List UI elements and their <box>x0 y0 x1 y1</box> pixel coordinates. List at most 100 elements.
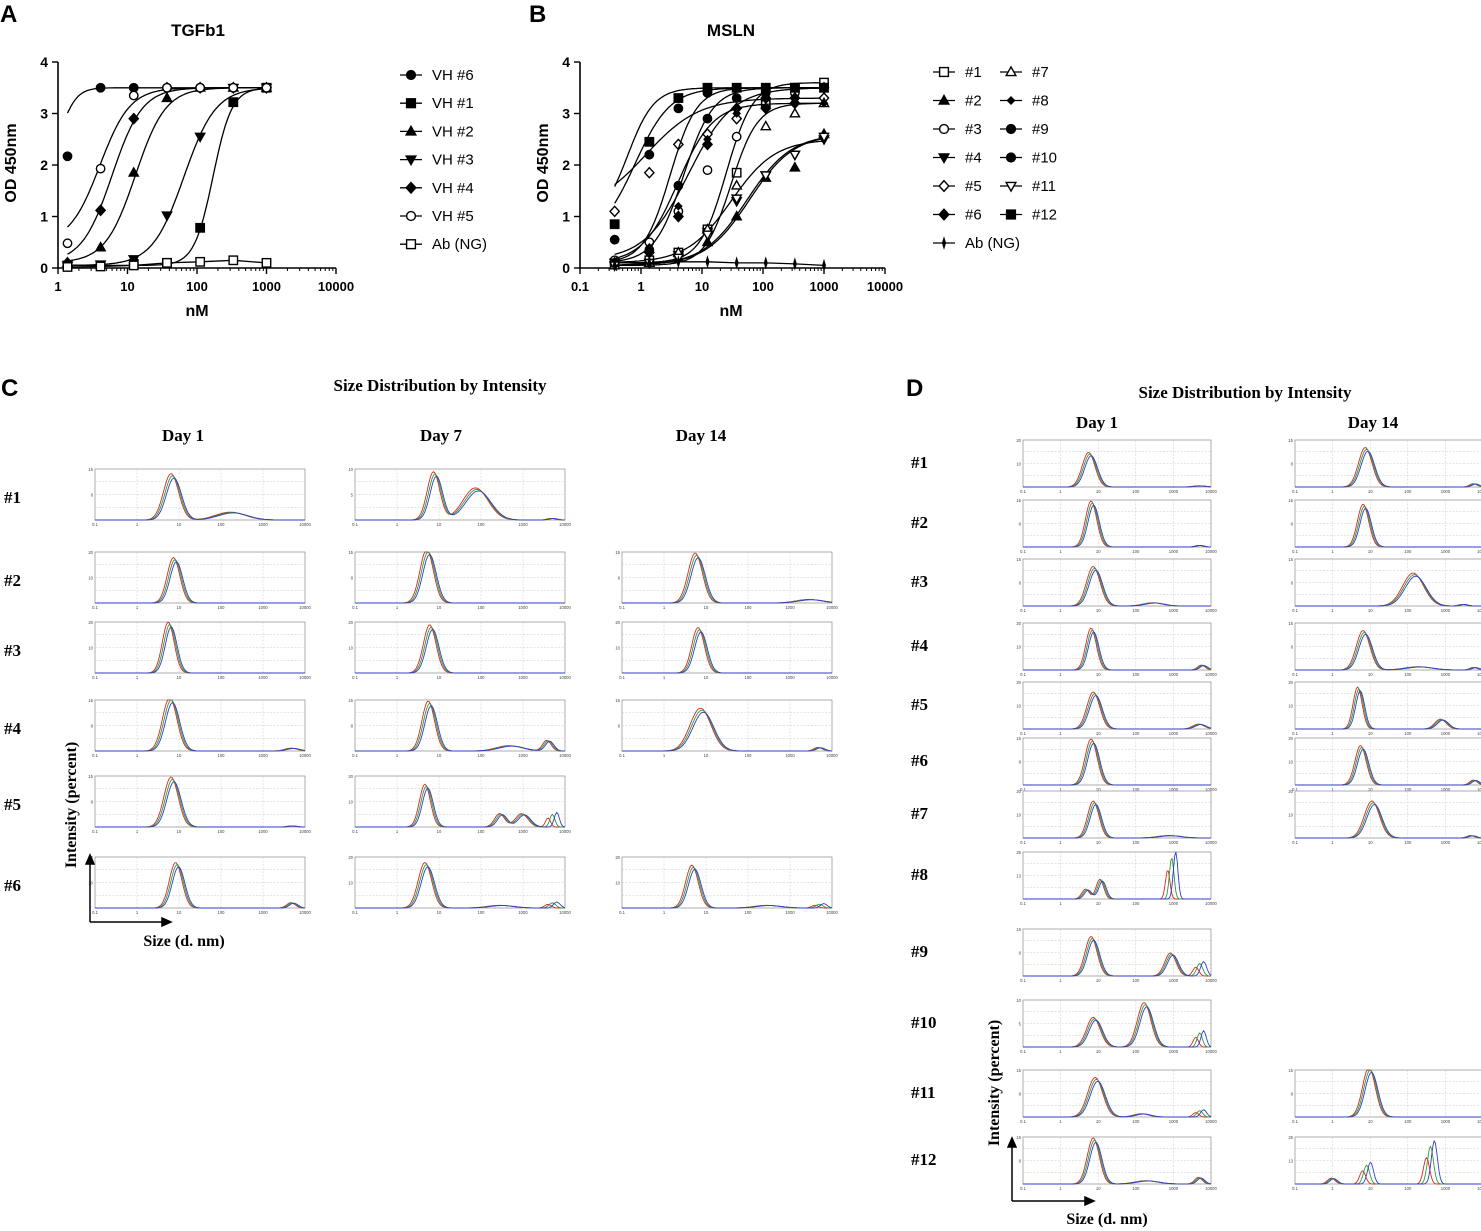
data-point <box>161 91 173 103</box>
intensity-tick-label: 20 <box>88 550 93 555</box>
legend-marker <box>937 153 951 164</box>
series--2 <box>608 127 830 270</box>
size-distribution-plot: 0.1 1 10 100 1000 10000 15 8 <box>348 550 571 610</box>
legend-marker <box>1005 152 1017 163</box>
size-distribution-plot: 0.1 1 10 100 1000 10000 15 8 <box>88 698 311 758</box>
panel-d-letter: D <box>906 375 923 402</box>
intensity-tick-label: 15 <box>88 698 93 703</box>
data-point <box>818 132 830 143</box>
size-tick-label: 1 <box>1059 731 1062 736</box>
legend-entry: Ab (NG) <box>933 235 1020 252</box>
size-tick-label: 0.1 <box>352 522 358 527</box>
intensity-tick-label: 20 <box>1016 621 1021 626</box>
size-tick-label: 10000 <box>1205 1186 1217 1191</box>
intensity-tick-label: 8 <box>1019 1159 1022 1164</box>
size-tick-label: 100 <box>1132 840 1140 845</box>
data-point <box>609 234 620 245</box>
size-tick-label: 1000 <box>1169 1119 1179 1124</box>
data-point <box>701 138 714 151</box>
intensity-tick-label: 10 <box>88 881 93 886</box>
run-trace <box>1023 569 1211 607</box>
size-tick-label: 0.1 <box>619 605 625 610</box>
intensity-tick-label: 20 <box>348 620 353 625</box>
size-tick-label: 1 <box>136 522 139 527</box>
panel-d-axis-arrows <box>1006 1136 1096 1207</box>
y-tick-label: 3 <box>562 106 570 122</box>
legend-entry: VH #5 <box>400 208 474 225</box>
size-distribution-plot: 0.1 1 10 100 1000 10000 15 8 <box>615 698 838 758</box>
size-tick-label: 10000 <box>1205 978 1217 983</box>
size-tick-label: 100 <box>218 605 226 610</box>
size-tick-label: 10 <box>1096 901 1101 906</box>
size-tick-label: 100 <box>745 910 753 915</box>
data-point <box>95 82 106 93</box>
size-tick-label: 0.1 <box>1292 1186 1298 1191</box>
size-tick-label: 100 <box>1132 672 1140 677</box>
size-tick-label: 1 <box>1059 672 1062 677</box>
size-tick-label: 1000 <box>1441 549 1451 554</box>
size-tick-label: 0.1 <box>352 675 358 680</box>
data-point <box>162 82 172 93</box>
y-tick-label: 0 <box>40 260 48 276</box>
row-label: #2 <box>911 513 928 532</box>
size-tick-label: 10000 <box>1205 1119 1217 1124</box>
row-label: #6 <box>4 876 21 895</box>
size-tick-label: 1 <box>396 753 399 758</box>
size-tick-label: 10000 <box>299 675 311 680</box>
run-trace <box>622 711 833 752</box>
run-trace <box>1023 505 1212 548</box>
data-point <box>94 241 107 252</box>
run-trace <box>622 557 833 604</box>
intensity-tick-label: 10 <box>348 646 353 651</box>
legend-entry: VH #4 <box>400 180 474 197</box>
intensity-tick-label: 10 <box>1016 645 1021 650</box>
plot-frame <box>1022 737 1212 786</box>
y-tick-label: 4 <box>40 54 48 70</box>
size-distribution-plot: 0.1 1 10 100 1000 10000 25 13 <box>1288 1135 1481 1191</box>
size-tick-label: 10000 <box>1205 489 1217 494</box>
legend-marker <box>1006 95 1016 106</box>
intensity-tick-label: 15 <box>1016 1135 1021 1140</box>
data-point <box>730 179 743 190</box>
data-point <box>792 257 797 271</box>
size-tick-label: 100 <box>1132 901 1140 906</box>
size-tick-label: 100 <box>1132 489 1140 494</box>
data-point <box>731 82 742 93</box>
legend-marker <box>404 124 418 136</box>
panel-c-title: Size Distribution by Intensity <box>334 376 547 395</box>
legend-label: VH #6 <box>432 67 474 84</box>
legend-marker <box>1005 209 1017 220</box>
size-distribution-plot: 0.1 1 10 100 1000 10000 15 8 <box>348 698 571 758</box>
size-tick-label: 100 <box>1132 1186 1140 1191</box>
size-tick-label: 0.1 <box>352 753 358 758</box>
size-tick-label: 100 <box>1132 1049 1140 1054</box>
legend-entry: VH #6 <box>400 67 474 84</box>
size-tick-label: 0.1 <box>619 753 625 758</box>
size-tick-label: 10 <box>177 675 182 680</box>
data-point <box>261 257 272 268</box>
row-label: #3 <box>4 641 21 660</box>
size-tick-label: 10000 <box>559 522 571 527</box>
size-tick-label: 100 <box>1132 731 1140 736</box>
size-tick-label: 1000 <box>1169 1049 1179 1054</box>
size-distribution-plot: 0.1 1 10 100 1000 10000 15 8 <box>1288 1068 1481 1124</box>
intensity-tick-label: 15 <box>1016 736 1021 741</box>
intensity-tick-label: 10 <box>615 646 620 651</box>
size-tick-label: 1000 <box>1169 978 1179 983</box>
size-tick-label: 100 <box>745 675 753 680</box>
size-tick-label: 1000 <box>258 522 268 527</box>
x-tick-label: 10 <box>120 279 134 294</box>
run-trace <box>95 702 306 752</box>
y-tick-label: 1 <box>562 209 570 225</box>
panel-c-size-distribution: Size Distribution by Intensity Day 1 Day… <box>4 376 838 950</box>
size-distribution-plot: 0.1 1 10 100 1000 10000 10 5 <box>1016 998 1217 1054</box>
row-label: #3 <box>911 572 928 591</box>
legend-label: #7 <box>1032 64 1049 81</box>
series-line <box>67 87 267 262</box>
